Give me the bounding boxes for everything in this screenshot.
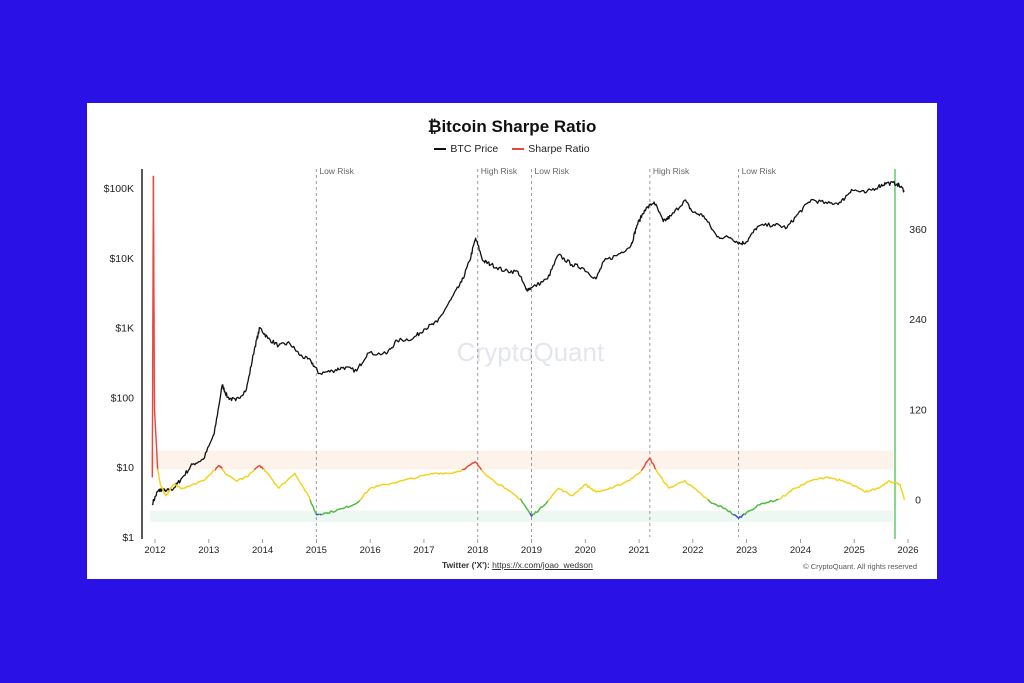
y-right-tick-label: 360 [909,224,927,236]
x-tick-label: 2013 [198,545,219,556]
btc-price-line [151,180,905,506]
legend-label-sharpe-ratio: Sharpe Ratio [528,143,590,155]
x-tick-label: 2012 [144,545,165,556]
twitter-link[interactable]: https://x.com/joao_wedson [492,560,593,570]
copyright-text: © CryptoQuant. All rights reserved [803,562,917,571]
x-tick-label: 2016 [360,545,381,556]
y-right-tick-label: 240 [909,314,927,326]
legend-item-btc-price[interactable]: BTC Price [434,143,498,155]
y-left-tick-label: $10K [109,253,134,265]
legend-label-btc-price: BTC Price [450,143,499,155]
risk-marker-label: Low Risk [535,166,570,176]
legend-swatch-btc-price [434,148,447,150]
legend-swatch-sharpe-ratio [512,148,525,150]
x-tick-label: 2021 [629,545,650,556]
x-tick-label: 2017 [413,545,434,556]
high-risk-band [150,450,893,470]
x-tick-label: 2020 [575,545,596,556]
legend-item-sharpe-ratio[interactable]: Sharpe Ratio [512,143,590,155]
risk-marker-label: High Risk [481,166,518,176]
sharpe-ratio-segment [903,496,905,501]
y-right-tick-label: 0 [915,494,921,506]
x-tick-label: 2015 [306,545,327,556]
sharpe-chart: CryptoQuant $1 $10 $100 $1K $10K $100K 0 120 240 3… [104,166,927,556]
y-left-tick-label: $1 [122,532,134,544]
chart-title: ₿itcoin Sharpe Ratio [427,117,597,136]
y-left-tick-label: $100K [104,183,134,195]
y-left-tick-label: $10 [116,462,134,474]
risk-marker-label: High Risk [653,166,690,176]
twitter-credit: Twitter ('X'): https://x.com/joao_wedson [442,560,593,570]
y-left-tick-label: $100 [111,392,135,404]
chart-card: ₿itcoin Sharpe Ratio BTC Price Sharpe Ra… [87,103,937,579]
chart-legend: BTC Price Sharpe Ratio [87,143,937,155]
y-right-tick-label: 120 [909,404,927,416]
x-tick-label: 2018 [467,545,488,556]
risk-marker-label: Low Risk [742,166,777,176]
x-tick-label: 2024 [790,545,811,556]
x-tick-label: 2022 [682,545,703,556]
x-tick-label: 2026 [897,545,918,556]
x-tick-label: 2014 [252,545,273,556]
twitter-label: Twitter ('X'): [442,560,490,570]
x-tick-label: 2019 [521,545,542,556]
watermark: CryptoQuant [457,337,605,367]
x-tick-label: 2023 [736,545,757,556]
low-risk-band [150,510,893,522]
y-left-tick-label: $1K [115,323,134,335]
risk-marker-label: Low Risk [319,166,354,176]
x-tick-label: 2025 [844,545,865,556]
